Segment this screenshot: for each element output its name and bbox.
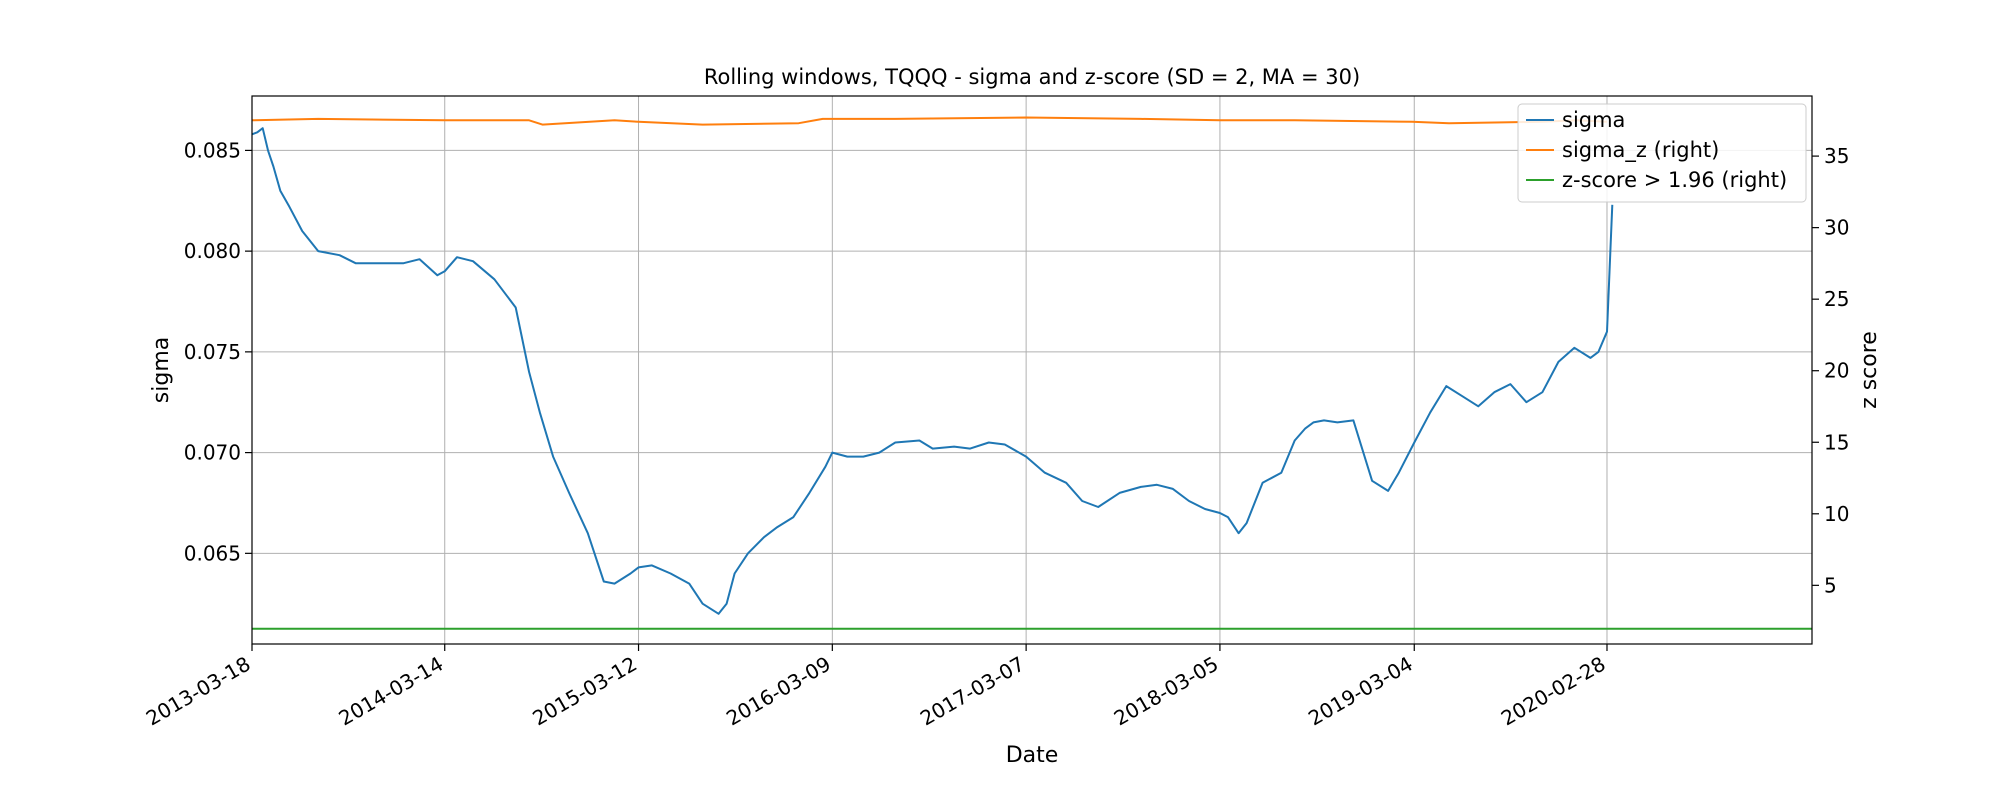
series-line-0 [251, 127, 1614, 615]
series-line-1 [251, 116, 1608, 126]
x-axis-label: Date [1006, 743, 1059, 768]
y-right-tick-label: 20 [1824, 359, 1849, 383]
legend-box [1517, 103, 1807, 203]
legend: sigma sigma_z (right) z-score > 1.96 (righ… [1517, 103, 1807, 203]
plot-frame [251, 95, 1813, 645]
legend-label: z-score > 1.96 (right) [1562, 168, 1787, 192]
legend-label: sigma [1562, 108, 1625, 132]
y-axis-right-label: z score [1857, 331, 1882, 409]
y-right-tick-label: 10 [1824, 502, 1849, 526]
y-tick-label: 0.075 [184, 340, 241, 364]
y-right-tick-label: 5 [1824, 573, 1837, 597]
y-tick-label: 0.085 [184, 138, 241, 162]
y-right-tick-label: 35 [1824, 144, 1849, 168]
chart-title: Rolling windows, TQQQ - sigma and z-scor… [704, 65, 1360, 89]
series-lines [251, 116, 1812, 630]
y-tick-label: 0.080 [184, 239, 241, 263]
y-axis-label: sigma [149, 337, 174, 403]
y-tick-label: 0.070 [184, 441, 241, 465]
y-right-tick-label: 25 [1824, 287, 1849, 311]
y-right-tick-label: 30 [1824, 216, 1849, 240]
legend-label: sigma_z (right) [1562, 138, 1719, 163]
y-tick-label: 0.065 [184, 541, 241, 565]
y-right-tick-label: 15 [1824, 430, 1849, 454]
